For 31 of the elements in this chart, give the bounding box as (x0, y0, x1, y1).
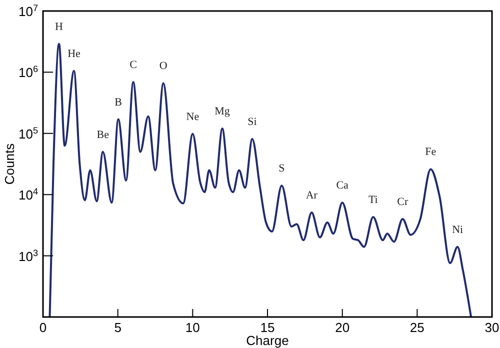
annotation: Si (248, 116, 257, 128)
annotation: Cr (397, 196, 408, 208)
annotation: He (68, 48, 81, 60)
annotation: C (130, 59, 137, 72)
y-tick-label: 10$^{7}$ (18, 3, 38, 19)
annotation: Ti (368, 194, 378, 206)
annotation: H (55, 20, 64, 33)
annotation: Be (96, 128, 110, 141)
y-tick-label: 10$^{6}$ (18, 64, 38, 80)
x-tick-label: 5 (114, 320, 122, 335)
x-tick-label: 30 (484, 320, 500, 335)
x-tick-label: 20 (335, 320, 350, 335)
y-tick-label: 10$^{3}$ (18, 248, 38, 264)
x-tick-label: 0 (39, 320, 47, 335)
y-tick-label: 10$^{5}$ (18, 125, 38, 142)
annotation: Fe (425, 146, 436, 158)
annotation: O (159, 60, 168, 72)
annotation: Mg (214, 106, 230, 118)
annotation: Ar (306, 189, 318, 202)
x-axis-title: Charge (246, 333, 289, 348)
y-tick-label: 10$^{4}$ (18, 186, 38, 203)
annotation: Ni (452, 224, 464, 236)
annotation: B (114, 96, 122, 108)
y-axis-title: Counts (2, 142, 17, 185)
line-series (48, 42, 472, 318)
x-tick-label: 25 (410, 320, 424, 335)
x-tick-label: 15 (260, 320, 275, 335)
annotation: Ne (186, 110, 200, 123)
annotation: Ca (336, 180, 349, 192)
annotation: S (278, 162, 285, 175)
x-tick-label: 10 (185, 320, 200, 335)
